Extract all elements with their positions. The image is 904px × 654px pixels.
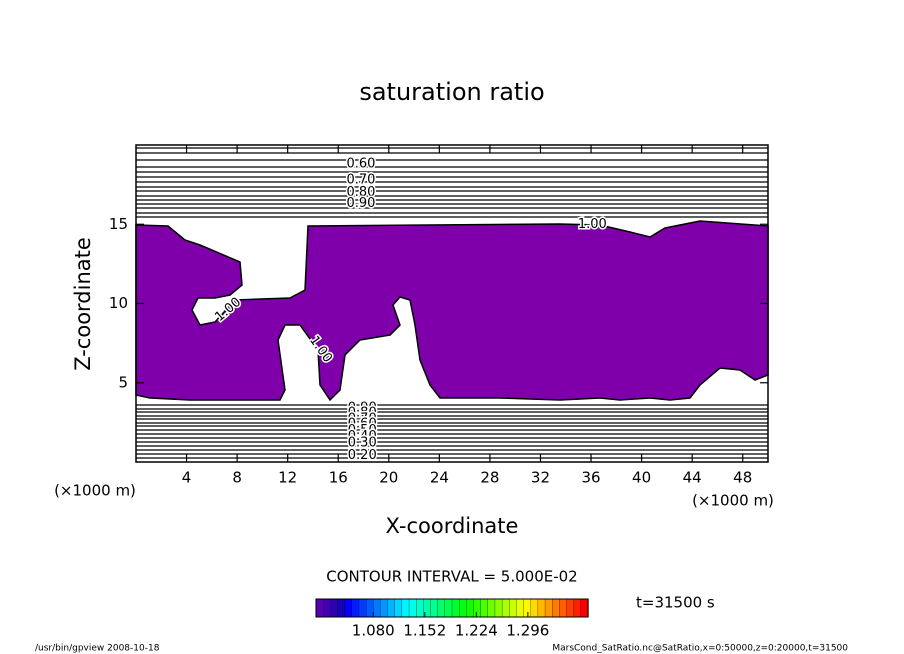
x-tick-label: 44 [683, 469, 702, 487]
x-unit-label: (×1000 m) [692, 492, 774, 510]
y-tick-label: 15 [109, 215, 128, 233]
colorbar-cell [315, 598, 324, 618]
colorbar-cell [516, 598, 525, 618]
x-tick-label: 32 [531, 469, 550, 487]
x-tick-label: 28 [480, 469, 499, 487]
contour-label: 0.80 [348, 405, 377, 420]
x-tick-label: 48 [733, 469, 752, 487]
colorbar-cell [501, 598, 510, 618]
contour-label: 0.60 [347, 157, 376, 172]
contour-label: 0.80 [347, 185, 376, 200]
colorbar-tick-label: 1.296 [506, 622, 549, 640]
colorbar-cell [430, 598, 439, 618]
x-tick-label: 20 [379, 469, 398, 487]
colorbar-cell [509, 598, 518, 618]
colorbar-cell [416, 598, 425, 618]
footer-left: /usr/bin/gpview 2008-10-18 [35, 644, 160, 654]
contour-lines [136, 147, 768, 459]
colorbar-cell [444, 598, 453, 618]
colorbar-cell [408, 598, 417, 618]
chart-title: saturation ratio [359, 78, 544, 106]
contour-label: 0.70 [347, 172, 376, 187]
colorbar-cell [330, 598, 339, 618]
colorbar-cell [380, 598, 389, 618]
colorbar-tick-label: 1.152 [403, 622, 446, 640]
contour-label: 0.70 [348, 412, 377, 427]
colorbar-cell [473, 598, 482, 618]
y-axis-label: Z-coordinate [71, 237, 95, 371]
x-tick-label: 16 [329, 469, 348, 487]
colorbar-cell [487, 598, 496, 618]
colorbar-cell [494, 598, 503, 618]
colorbar-cell [580, 598, 589, 618]
colorbar-tick-label: 1.080 [352, 622, 395, 640]
contour-interval: CONTOUR INTERVAL = 5.000E-02 [326, 568, 577, 586]
y-tick-label: 10 [109, 294, 128, 312]
contour-label: 0.50 [348, 423, 377, 438]
x-tick-label: 8 [232, 469, 242, 487]
colorbar-cell [337, 598, 346, 618]
supersaturated-region [135, 220, 769, 402]
colorbar-cell [401, 598, 410, 618]
x-tick-label: 36 [581, 469, 600, 487]
colorbar-cell [344, 598, 353, 618]
contour-label: 0.90 [347, 196, 376, 211]
colorbar-cell [351, 598, 360, 618]
colorbar-cell [544, 598, 553, 618]
colorbar-frame [315, 598, 589, 618]
colorbar-cell [394, 598, 403, 618]
colorbar-cell [323, 598, 331, 618]
x-tick-label: 4 [182, 469, 192, 487]
x-axis-label: X-coordinate [386, 514, 519, 538]
colorbar-cell [480, 598, 489, 618]
footer-right: MarsCond_SatRatio.nc@SatRatio,x=0:50000,… [552, 644, 848, 654]
colorbar-cell [466, 598, 475, 618]
colorbar-cell [365, 598, 374, 618]
colorbar-cell [566, 598, 575, 618]
y-tick-label: 5 [118, 373, 128, 391]
contour-label: 0.90 [348, 401, 377, 416]
colorbar-cell [573, 598, 582, 618]
time-label: t=31500 s [636, 594, 715, 612]
x-tick-label: 40 [632, 469, 651, 487]
colorbar-cell [530, 598, 539, 618]
colorbar-tick-label: 1.224 [455, 622, 498, 640]
colorbar-cell [537, 598, 546, 618]
colorbar-cell [451, 598, 460, 618]
colorbar: 1.080 1.152 1.224 1.296 [315, 598, 589, 640]
colorbar-cell [437, 598, 446, 618]
colorbar-cell [459, 598, 467, 618]
contour-label: 0.40 [348, 429, 377, 444]
contour-label: 0.60 [348, 416, 377, 431]
contour-label: 0.20 [348, 448, 377, 463]
x-tick-label: 24 [430, 469, 449, 487]
x-tick-label: 12 [278, 469, 297, 487]
colorbar-cell [358, 598, 367, 618]
colorbar-cell [373, 598, 382, 618]
x-unit-label: (×1000 m) [54, 482, 136, 500]
colorbar-cell [552, 598, 561, 618]
contour-label: 1.00 [578, 217, 607, 232]
colorbar-cell [559, 598, 568, 618]
contour-label: 0.30 [348, 435, 377, 450]
colorbar-cell [387, 598, 396, 618]
